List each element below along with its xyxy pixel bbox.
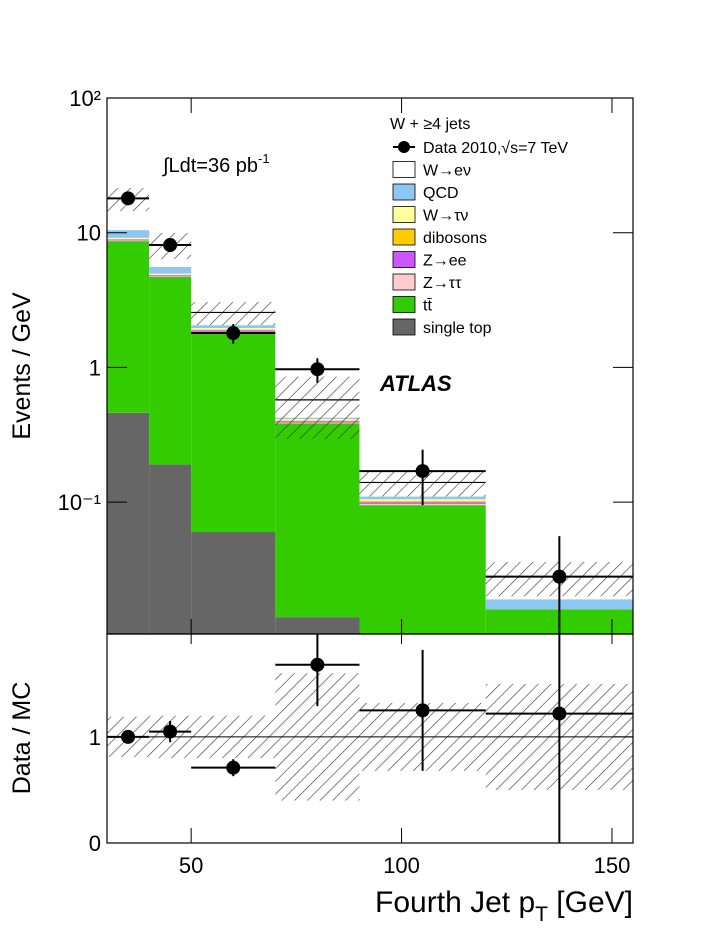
legend-label: dibosons [423,230,487,247]
x-tick-label: 50 [179,853,203,878]
legend-swatch [392,161,416,178]
y-tick-label: 1 [89,725,101,750]
stack-segment [107,240,150,242]
x-tick-label: 150 [594,853,631,878]
y-tick-label: 0 [89,831,101,856]
legend-swatch [392,206,416,223]
main-plot [107,188,633,634]
y-tick-label: 10 [77,221,101,246]
ratio-point [415,703,430,718]
x-axis-title-main: Fourth Jet p [375,886,535,919]
stack-segment [359,505,486,634]
y-tick-label: 1 [89,355,101,380]
luminosity-label: ∫Ldt=36 pb-1 [162,151,270,177]
stack-segment [149,266,192,274]
ratio-point [552,706,567,721]
legend-label: W→τν [423,208,468,225]
frame [106,633,634,844]
stack-segment [107,241,150,413]
ratio-plot [107,634,633,843]
legend-data-marker [398,141,410,153]
ratio-point [310,657,325,672]
x-axis-title-sub: T [535,903,548,926]
ratio-point [121,729,136,744]
data-point [415,464,430,479]
stack-segment [107,239,150,241]
luminosity-sup: -1 [258,151,270,166]
stack-segment [107,412,150,634]
mc-uncertainty [191,301,276,326]
stack-segment [149,277,192,465]
luminosity-text: ∫Ldt=36 pb [162,155,258,177]
legend-swatch [392,296,416,313]
stack-segment [149,464,192,634]
legend-swatch [392,318,416,336]
stack-segment [107,230,150,238]
data-point [226,326,241,341]
stack-segment [275,617,360,634]
stack-segment [149,273,192,275]
x-tick-label: 100 [383,853,420,878]
data-point [310,362,325,377]
mc-uncertainty [275,376,360,440]
legend-label: tt̄ [423,298,432,315]
legend-label: Data 2010,√s=7 TeV [423,140,568,157]
y-axis-title: Events / GeV [8,292,36,440]
legend-label: single top [423,320,492,337]
stack-segment [191,332,276,533]
legend-swatch [392,183,416,201]
data-point [121,191,136,206]
legend-label: W→eν [423,163,471,180]
stack-segment [191,532,276,634]
legend-swatch [392,251,416,268]
legend-label: Z→ee [423,253,467,270]
ratio-point [163,724,178,739]
x-axis-title-unit: [GeV] [548,886,633,919]
data-point [552,569,567,584]
y-tick-label: 10² [69,86,101,111]
experiment-label: ATLAS [379,371,452,396]
stack-segment [149,276,192,278]
legend-label: Z→ττ [423,275,462,292]
stack-segment [107,237,150,240]
legend-swatch [392,273,416,291]
stack-segment [275,423,360,618]
ratio-point [226,760,241,775]
legend-title: W + ≥4 jets [390,116,470,133]
legend-label: QCD [423,185,459,202]
data-point [163,238,178,253]
ratio-y-axis-title: Data / MC [8,682,36,795]
x-axis-title: Fourth Jet pT [GeV] [375,886,633,926]
legend-swatch [392,228,416,246]
stack-segment [149,275,192,277]
y-tick-label: 10⁻¹ [58,490,101,515]
